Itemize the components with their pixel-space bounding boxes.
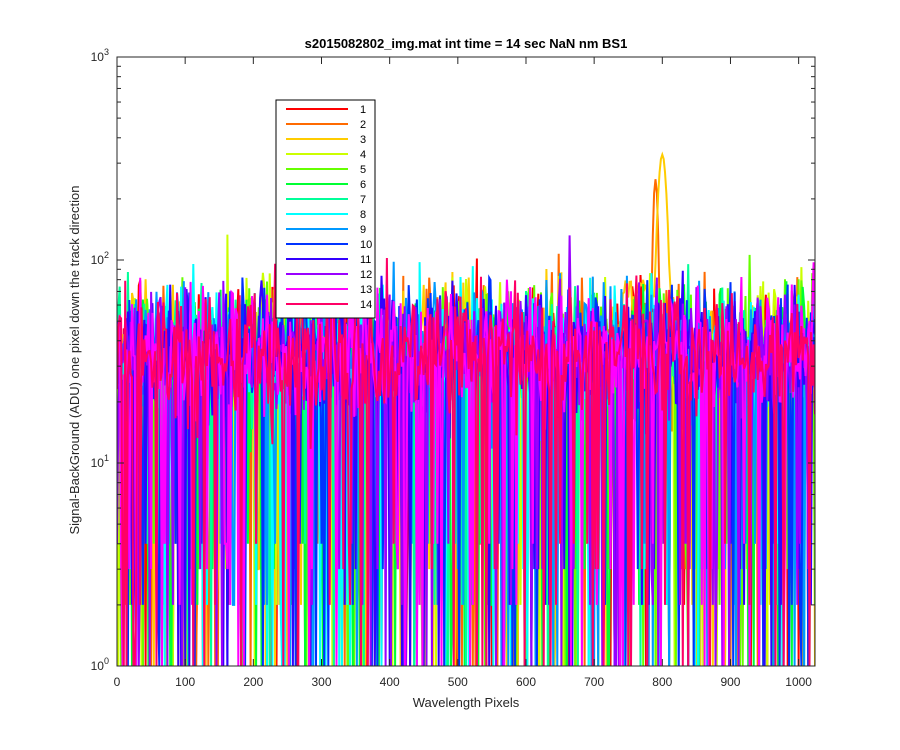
legend-label: 1 — [360, 104, 366, 116]
legend-label: 3 — [360, 134, 366, 146]
axes-box — [116, 56, 816, 667]
y-tick-exp: 0 — [104, 656, 109, 666]
legend-label: 14 — [360, 299, 372, 311]
y-tick-base: 10 — [91, 456, 105, 470]
y-tick-label: 102 — [91, 250, 109, 267]
legend-label: 12 — [360, 269, 372, 281]
x-tick-label: 400 — [380, 675, 400, 689]
y-tick-exp: 2 — [104, 250, 109, 260]
legend-label: 8 — [360, 209, 366, 221]
x-tick-label: 300 — [311, 675, 331, 689]
legend-label: 13 — [360, 284, 372, 296]
x-tick-label: 500 — [448, 675, 468, 689]
y-tick-exp: 1 — [104, 453, 109, 463]
legend-box — [275, 99, 376, 319]
legend-label: 7 — [360, 194, 366, 206]
x-axis-label: Wavelength Pixels — [413, 695, 520, 710]
y-axis-label: Signal-BackGround (ADU) one pixel down t… — [67, 185, 82, 534]
legend-label: 2 — [360, 119, 366, 131]
x-tick-label: 900 — [720, 675, 740, 689]
series-line-14 — [117, 257, 815, 666]
x-tick-label: 200 — [243, 675, 263, 689]
legend-label: 6 — [360, 179, 366, 191]
x-tick-label: 700 — [584, 675, 604, 689]
chart-title: s2015082802_img.mat int time = 14 sec Na… — [305, 36, 628, 51]
legend-label: 9 — [360, 224, 366, 236]
legend-label: 5 — [360, 164, 366, 176]
legend-label: 4 — [360, 149, 366, 161]
y-tick-base: 10 — [91, 50, 105, 64]
y-tick-base: 10 — [91, 253, 105, 267]
y-tick-label: 103 — [91, 47, 109, 64]
y-tick-exp: 3 — [104, 47, 109, 57]
series-lines — [117, 151, 815, 666]
legend-label: 11 — [360, 254, 371, 266]
x-tick-label: 800 — [652, 675, 672, 689]
legend-label: 10 — [360, 239, 372, 251]
x-tick-label: 100 — [175, 675, 195, 689]
axes: 0 100 200 300 400 500 600 700 800 900 100010010110… — [91, 47, 816, 689]
x-tick-label: 0 — [114, 675, 121, 689]
y-tick-base: 10 — [91, 659, 105, 673]
x-tick-label: 600 — [516, 675, 536, 689]
x-tick-label: 1000 — [785, 675, 812, 689]
y-tick-label: 101 — [91, 453, 109, 470]
y-tick-label: 100 — [91, 656, 109, 673]
series-line-13 — [117, 262, 815, 666]
